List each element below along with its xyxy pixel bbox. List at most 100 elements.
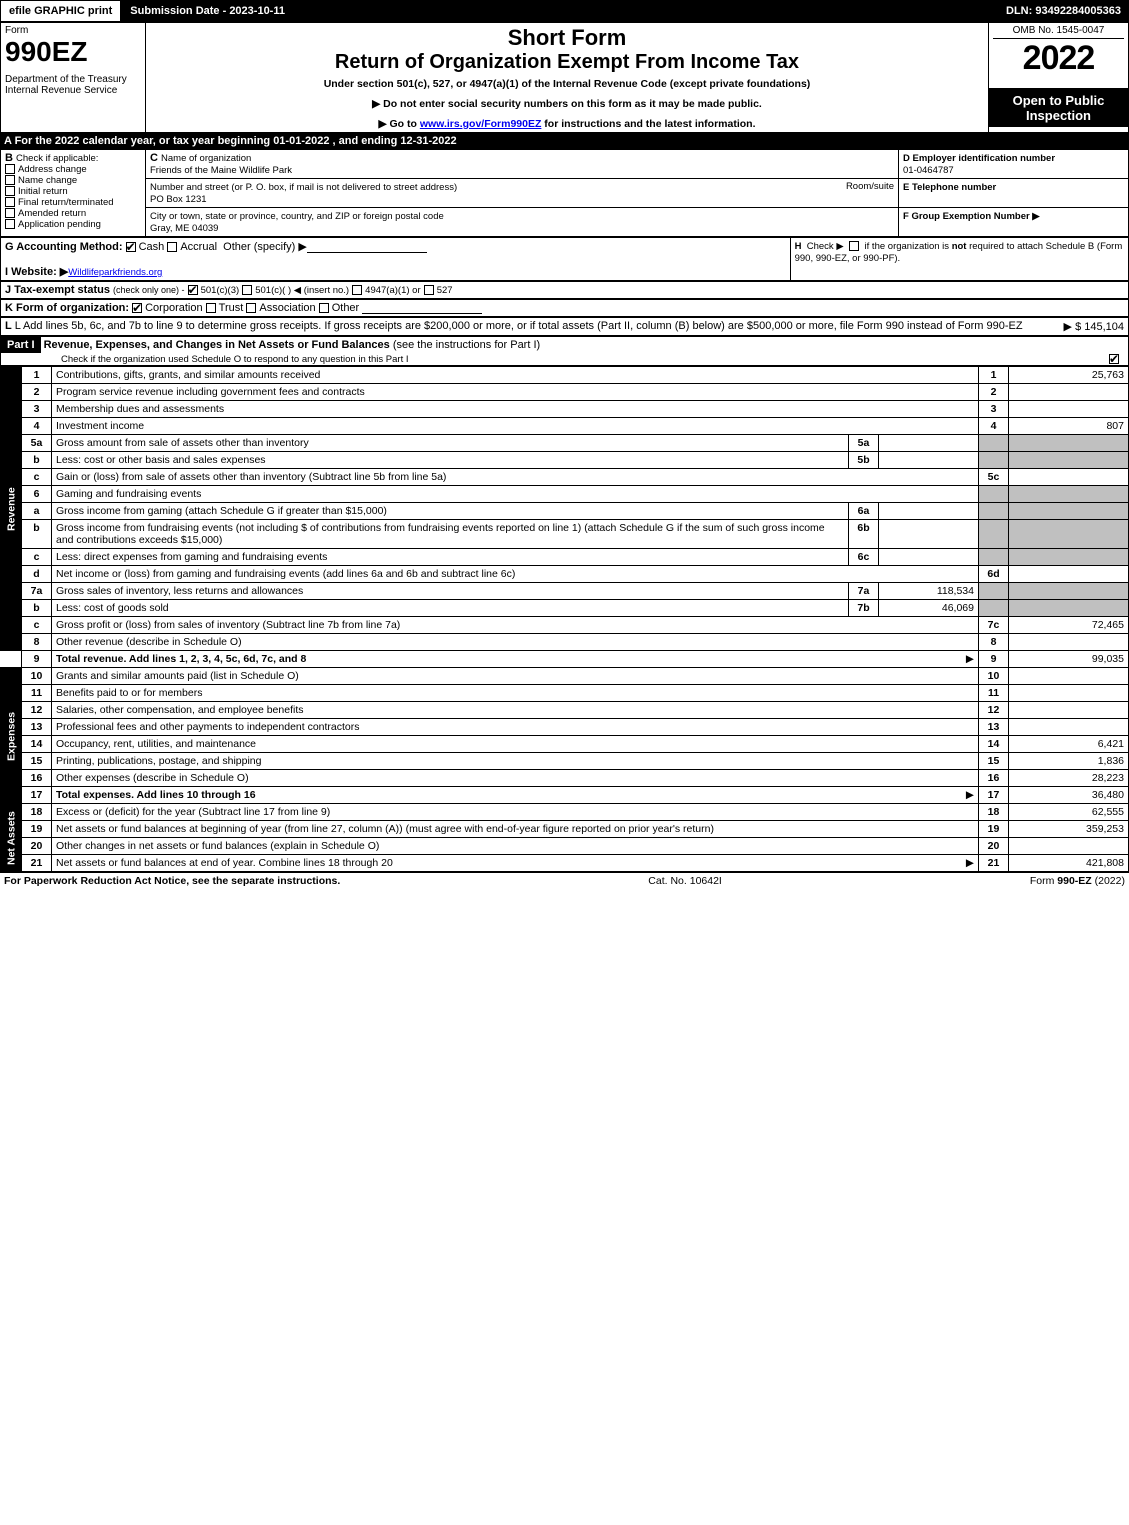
checkbox-initial-return[interactable]: [5, 186, 15, 196]
checkbox-501c3[interactable]: [188, 285, 198, 295]
footer: For Paperwork Reduction Act Notice, see …: [0, 872, 1129, 889]
l4-rn: 4: [979, 418, 1009, 435]
l3-rn: 3: [979, 401, 1009, 418]
l6-gray1: [979, 486, 1009, 503]
l19-amt: 359,253: [1009, 821, 1129, 838]
k-o2: Trust: [219, 302, 244, 314]
j-o4: 527: [437, 285, 453, 296]
j-o1: 501(c)(3): [201, 285, 240, 296]
l16-n: 16: [22, 770, 52, 787]
j-o3: 4947(a)(1) or: [365, 285, 420, 296]
g-other-blank: [307, 241, 427, 253]
l1-amt: 25,763: [1009, 367, 1129, 384]
checkbox-association[interactable]: [246, 303, 256, 313]
l19-rn: 19: [979, 821, 1009, 838]
checkbox-application-pending[interactable]: [5, 219, 15, 229]
l6a-sn: 6a: [849, 503, 879, 520]
l6-n: 6: [22, 486, 52, 503]
netassets-sidelabel: Net Assets: [1, 804, 22, 872]
dln-label: DLN: 93492284005363: [998, 0, 1129, 22]
checkbox-corporation[interactable]: [132, 303, 142, 313]
section-h: H Check ▶ if the organization is not req…: [790, 238, 1128, 281]
part1-checkline: Check if the organization used Schedule …: [1, 354, 409, 365]
l18-rn: 18: [979, 804, 1009, 821]
k-o3: Association: [259, 302, 315, 314]
section-j: J Tax-exempt status (check only one) - 5…: [1, 282, 1129, 299]
checkbox-trust[interactable]: [206, 303, 216, 313]
l18-t: Excess or (deficit) for the year (Subtra…: [52, 804, 979, 821]
e-label: E Telephone number: [903, 182, 996, 193]
form-word: Form: [5, 25, 141, 36]
l7a-samt: 118,534: [879, 583, 979, 600]
main-title: Return of Organization Exempt From Incom…: [150, 51, 984, 74]
l18-amt: 62,555: [1009, 804, 1129, 821]
checkbox-amended-return[interactable]: [5, 208, 15, 218]
d-label: D Employer identification number: [903, 153, 1055, 164]
section-c-name: C Name of organization Friends of the Ma…: [146, 150, 899, 179]
l2-t: Program service revenue including govern…: [52, 384, 979, 401]
l4-t: Investment income: [52, 418, 979, 435]
l21-t: Net assets or fund balances at end of ye…: [52, 855, 979, 872]
checkbox-other-org[interactable]: [319, 303, 329, 313]
website-link[interactable]: Wildlifeparkfriends.org: [68, 267, 162, 278]
footer-right-post: (2022): [1092, 875, 1125, 887]
checkbox-address-change[interactable]: [5, 164, 15, 174]
l10-amt: [1009, 668, 1129, 685]
k-other-blank: [362, 302, 482, 314]
l6b-samt: [879, 520, 979, 549]
l5b-n: b: [22, 452, 52, 469]
b-opt-2-label: Initial return: [18, 186, 68, 197]
section-c-city: City or town, state or province, country…: [146, 208, 899, 237]
open-public-cell: Open to Public Inspection: [989, 88, 1129, 132]
l12-amt: [1009, 702, 1129, 719]
l16-amt: 28,223: [1009, 770, 1129, 787]
checkbox-final-return[interactable]: [5, 197, 15, 207]
g-other: Other (specify) ▶: [223, 241, 307, 253]
checkbox-schedule-b[interactable]: [849, 241, 859, 251]
l6c-sn: 6c: [849, 549, 879, 566]
expenses-sidelabel: Expenses: [1, 668, 22, 804]
l6c-gray2: [1009, 549, 1129, 566]
l6b-gray2: [1009, 520, 1129, 549]
k-o1: Corporation: [145, 302, 202, 314]
l7b-t: Less: cost of goods sold: [52, 600, 849, 617]
l6b-gray1: [979, 520, 1009, 549]
l17-text: Total expenses. Add lines 10 through 16: [56, 789, 256, 801]
l12-t: Salaries, other compensation, and employ…: [52, 702, 979, 719]
footer-right-form: 990-EZ: [1057, 875, 1091, 887]
revenue-sidelabel: Revenue: [1, 367, 22, 651]
checkbox-schedule-o[interactable]: [1109, 354, 1119, 364]
checkbox-501c[interactable]: [242, 285, 252, 295]
l5a-gray1: [979, 435, 1009, 452]
l17-t: Total expenses. Add lines 10 through 16 …: [52, 787, 979, 804]
h-text: H Check ▶ if the organization is not req…: [795, 241, 1123, 264]
part1-title: Revenue, Expenses, and Changes in Net As…: [44, 339, 390, 351]
b-opt-5-label: Application pending: [18, 219, 101, 230]
l6d-t: Net income or (loss) from gaming and fun…: [52, 566, 979, 583]
l6d-amt: [1009, 566, 1129, 583]
l14-n: 14: [22, 736, 52, 753]
l2-n: 2: [22, 384, 52, 401]
checkbox-accrual[interactable]: [167, 242, 177, 252]
l6a-t: Gross income from gaming (attach Schedul…: [52, 503, 849, 520]
section-a: A For the 2022 calendar year, or tax yea…: [0, 133, 1129, 149]
checkbox-cash[interactable]: [126, 242, 136, 252]
irs-link[interactable]: www.irs.gov/Form990EZ: [420, 118, 542, 130]
checkbox-527[interactable]: [424, 285, 434, 295]
k-table: K Form of organization: Corporation Trus…: [0, 299, 1129, 317]
checkbox-name-change[interactable]: [5, 175, 15, 185]
under-section: Under section 501(c), 527, or 4947(a)(1)…: [150, 78, 984, 90]
b-opt-1-label: Name change: [18, 175, 77, 186]
lines-table: Revenue 1 Contributions, gifts, grants, …: [0, 366, 1129, 872]
l6b-n: b: [22, 520, 52, 549]
l2-rn: 2: [979, 384, 1009, 401]
l9-n: 9: [22, 651, 52, 668]
b-opt-0: Address change: [5, 164, 141, 175]
goto-pre: ▶ Go to: [379, 118, 420, 130]
omb-number: OMB No. 1545-0047: [993, 25, 1124, 39]
checkbox-4947[interactable]: [352, 285, 362, 295]
l7c-amt: 72,465: [1009, 617, 1129, 634]
l5c-t: Gain or (loss) from sale of assets other…: [52, 469, 979, 486]
l5c-rn: 5c: [979, 469, 1009, 486]
i-label: I Website: ▶: [5, 266, 68, 278]
